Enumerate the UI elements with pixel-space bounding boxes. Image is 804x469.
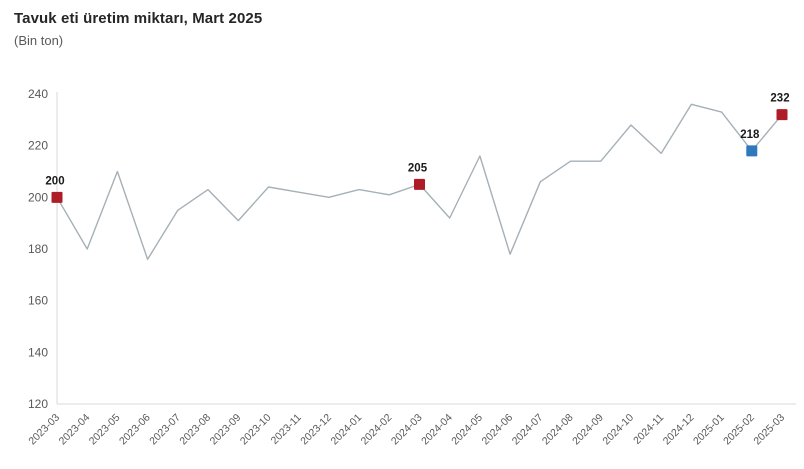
y-tick-label: 180 (28, 242, 48, 256)
y-tick-label: 200 (28, 190, 48, 204)
data-point-marker (51, 191, 63, 203)
x-tick-label: 2025-01 (691, 412, 727, 448)
y-tick-label: 160 (28, 294, 48, 308)
x-tick-label: 2023-05 (87, 412, 123, 448)
x-tick-label: 2024-11 (631, 412, 666, 447)
x-tick-label: 2023-11 (269, 412, 304, 447)
data-point-label: 205 (408, 162, 428, 174)
x-tick-label: 2023-09 (208, 412, 244, 448)
x-tick-label: 2024-06 (480, 412, 516, 448)
y-tick-label: 120 (28, 397, 48, 411)
x-tick-label: 2024-07 (510, 412, 546, 448)
x-tick-label: 2025-03 (751, 412, 787, 448)
x-tick-label: 2024-04 (419, 412, 455, 448)
x-tick-label: 2023-12 (298, 412, 334, 448)
x-tick-label: 2023-10 (238, 412, 274, 448)
data-point-label: 232 (770, 93, 789, 105)
data-point-label: 200 (45, 175, 64, 187)
chart-subtitle: (Bin ton) (14, 33, 64, 48)
x-tick-label: 2024-01 (328, 412, 364, 448)
x-tick-label: 2024-08 (540, 412, 576, 448)
x-tick-label: 2023-06 (117, 412, 153, 448)
x-tick-label: 2023-08 (177, 412, 213, 448)
x-tick-label: 2024-10 (600, 412, 636, 448)
data-point-label: 218 (740, 129, 760, 141)
x-tick-label: 2023-04 (57, 412, 93, 448)
x-tick-label: 2024-09 (570, 412, 606, 448)
x-tick-label: 2023-07 (147, 412, 183, 448)
x-tick-label: 2025-02 (721, 412, 757, 448)
chart-title: Tavuk eti üretim miktarı, Mart 2025 (14, 10, 263, 27)
x-tick-label: 2023-03 (26, 412, 62, 448)
x-tick-label: 2024-05 (449, 412, 485, 448)
y-tick-label: 240 (28, 87, 48, 101)
data-point-marker (776, 109, 788, 121)
y-tick-label: 220 (28, 139, 48, 153)
x-tick-label: 2024-03 (389, 412, 425, 448)
data-point-marker (414, 178, 425, 190)
data-point-marker (746, 145, 758, 157)
x-tick-label: 2024-02 (359, 412, 395, 448)
y-tick-label: 140 (28, 345, 48, 359)
x-tick-label: 2024-12 (661, 412, 697, 448)
